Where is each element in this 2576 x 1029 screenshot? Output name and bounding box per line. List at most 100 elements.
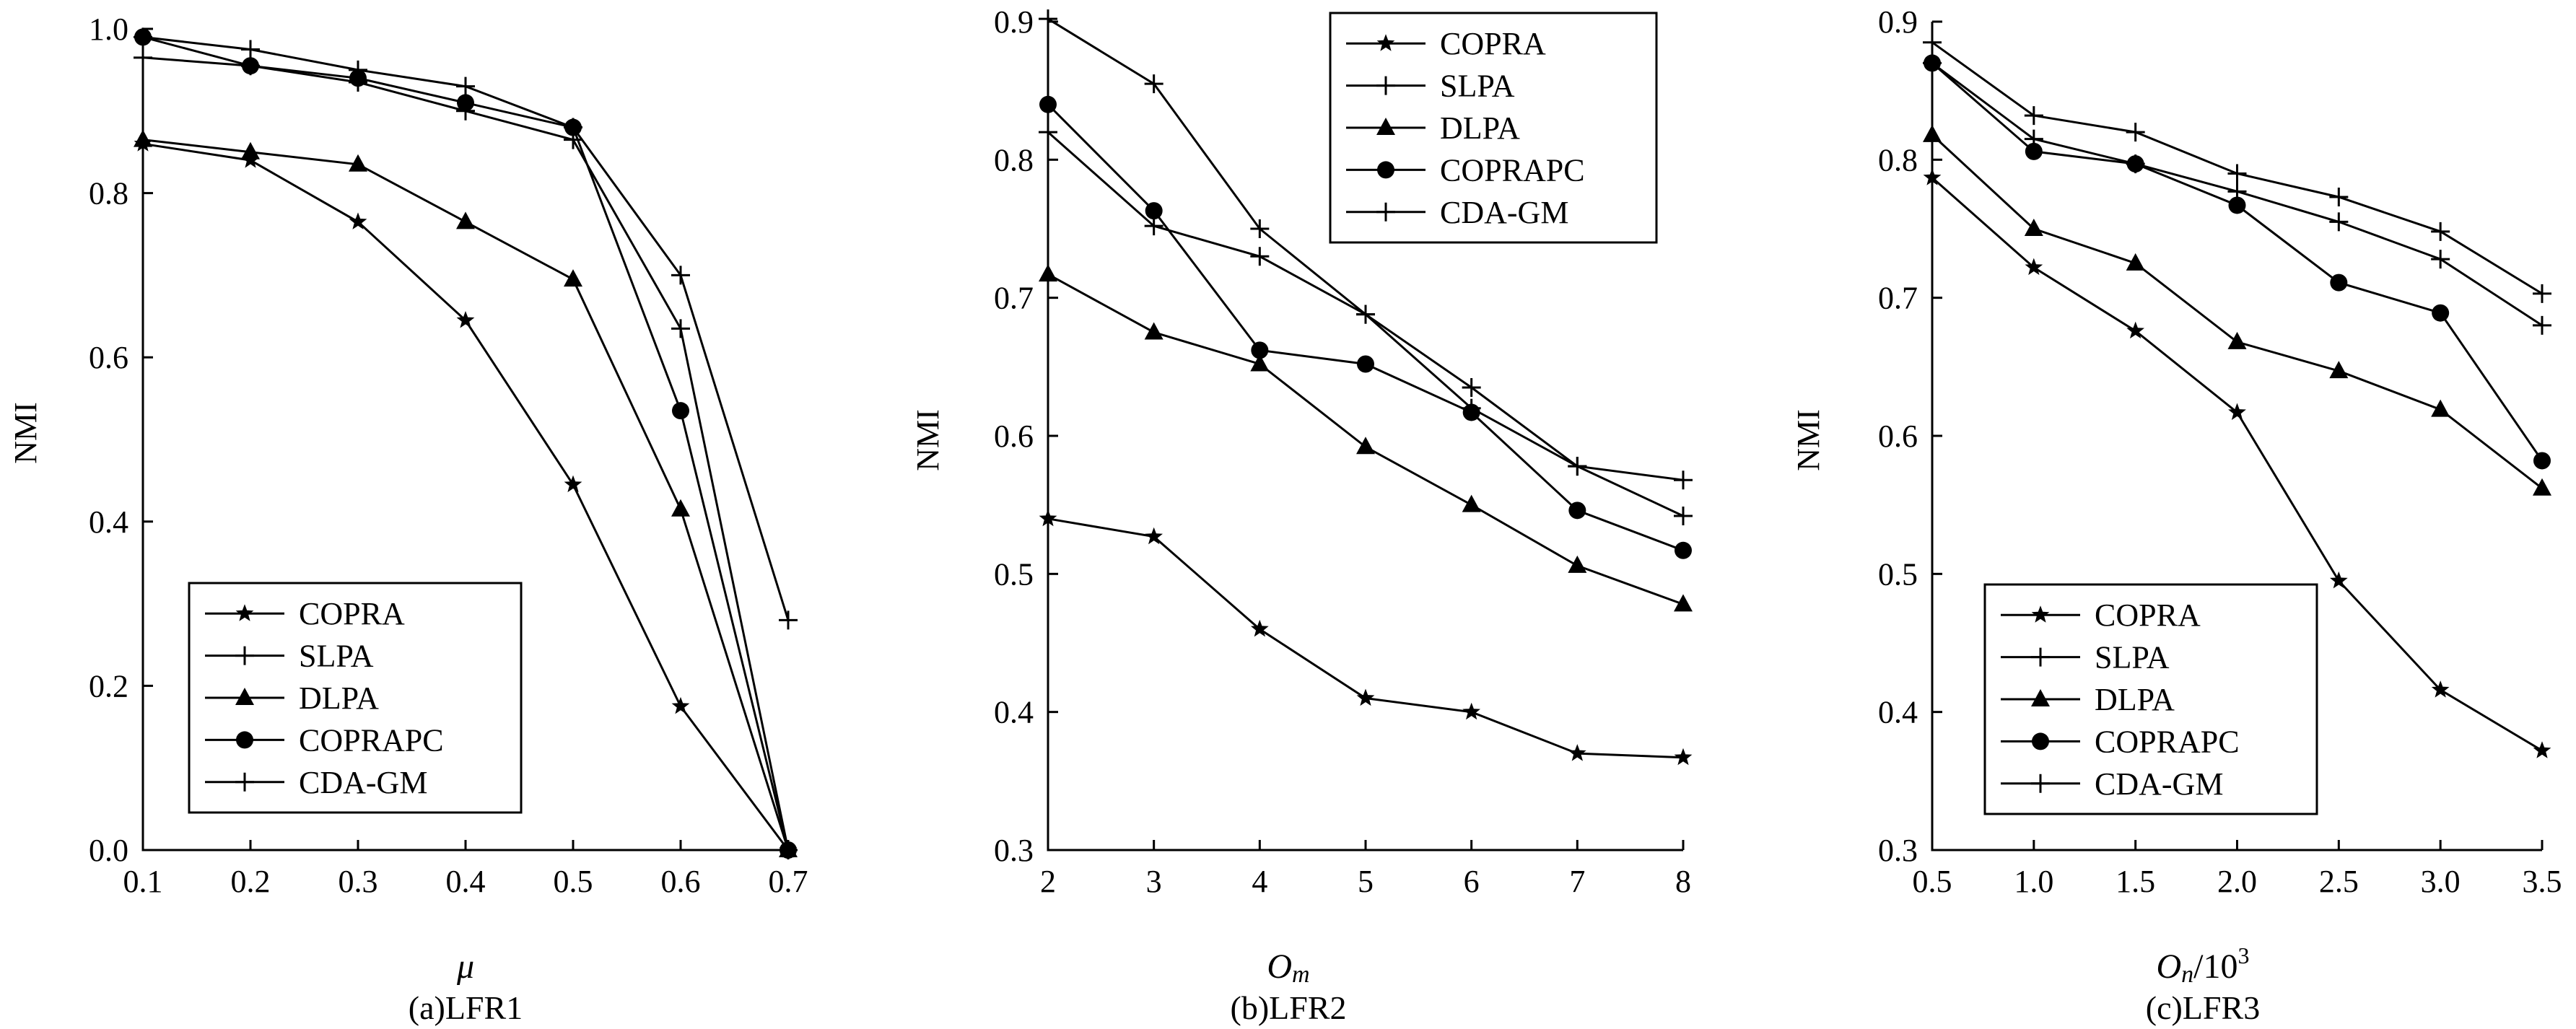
data-point (1462, 702, 1480, 720)
legend-label: COPRA (2095, 597, 2201, 633)
data-point (671, 499, 690, 517)
x-tick-label: 7 (1569, 864, 1585, 899)
x-tick-label: 3 (1146, 864, 1162, 899)
data-point (1675, 541, 1692, 559)
x-tick-label: 0.2 (231, 864, 271, 899)
legend-label: SLPA (2095, 640, 2170, 675)
y-tick-label: 0.5 (1878, 556, 1918, 592)
data-point (1568, 744, 1586, 761)
data-point (1568, 502, 1586, 520)
data-point (1039, 264, 1057, 282)
y-axis-label: NMI (910, 409, 946, 471)
legend-marker (1376, 202, 1395, 222)
data-point (349, 154, 367, 172)
data-point (671, 696, 690, 714)
legend-label: SLPA (1440, 69, 1515, 104)
data-point (456, 76, 475, 96)
data-point (2329, 361, 2349, 379)
data-point (1357, 355, 1374, 373)
legend-marker (235, 646, 254, 665)
data-point (2330, 571, 2348, 589)
x-tick-label: 0.3 (339, 864, 378, 899)
panel-caption: (b)LFR2 (1231, 989, 1347, 1026)
data-point (1923, 32, 1942, 52)
legend-marker (1376, 118, 1395, 135)
data-point (1039, 95, 1057, 113)
chart-panel-lfr3: NMI On/103 (c)LFR3 0.5 1.0 1.5 2.0 2.5 3.0 3.5… (1791, 4, 2562, 1026)
chart-panel-lfr1: NMI μ (a)LFR1 0.1 0.2 0.3 0.4 0.5 0.6 0.7 0.0 0.… (8, 12, 808, 1026)
data-point (241, 40, 260, 59)
data-point (2533, 741, 2551, 758)
legend: COPRA SLPA DLPA COPRAPC CDA-GM (188, 582, 523, 814)
data-point (2227, 331, 2247, 349)
y-tick-label: 0.3 (1878, 833, 1918, 868)
y-tick-label: 0.3 (994, 833, 1034, 868)
x-tick-label: 2 (1040, 864, 1056, 899)
legend-label: COPRA (1440, 26, 1546, 61)
x-tick-label: 0.5 (1913, 864, 1952, 899)
legend-label: COPRAPC (2095, 724, 2240, 759)
x-tick-label: 0.5 (554, 864, 593, 899)
data-point (2024, 219, 2043, 236)
data-point (2533, 284, 2551, 303)
data-point (2024, 106, 2043, 126)
x-axis-label: Om (1267, 947, 1309, 988)
data-point (2126, 253, 2145, 271)
legend-marker (2031, 605, 2050, 623)
data-point (2126, 123, 2145, 142)
series-line (1931, 62, 2544, 462)
data-point (2431, 222, 2450, 241)
data-point (1251, 341, 1269, 359)
y-tick-label: 0.9 (1878, 4, 1918, 40)
legend-label: CDA-GM (299, 765, 427, 800)
x-axis-label: On/103 (2156, 942, 2249, 988)
legend-marker (235, 688, 254, 705)
data-point (780, 841, 797, 859)
series-copra (1039, 509, 1693, 766)
data-point (1674, 748, 1693, 766)
legend-marker (2031, 689, 2050, 706)
data-point (779, 610, 798, 630)
data-point (1144, 322, 1163, 340)
series-coprapc (1924, 54, 2551, 470)
data-point (1462, 494, 1481, 512)
series-coprapc (1039, 95, 1692, 559)
legend-marker (1376, 34, 1395, 51)
legend-label: DLPA (299, 680, 379, 716)
y-tick-label: 0.6 (89, 340, 128, 375)
series-dlpa (134, 129, 798, 857)
data-point (564, 118, 582, 137)
data-point (2431, 250, 2450, 269)
data-point (1923, 168, 1942, 185)
legend-label: DLPA (1440, 110, 1520, 146)
legend-label: COPRA (299, 596, 405, 631)
x-tick-label: 2.5 (2319, 864, 2359, 899)
legend-marker (2031, 774, 2050, 793)
data-point (2228, 196, 2246, 214)
y-tick-label: 0.8 (89, 176, 128, 211)
data-point (671, 266, 690, 285)
y-tick-label: 0.9 (994, 4, 1034, 40)
x-tick-label: 0.1 (123, 864, 163, 899)
series-line (142, 35, 790, 621)
data-point (2126, 321, 2144, 339)
x-tick-label: 5 (1358, 864, 1374, 899)
x-tick-label: 0.6 (661, 864, 701, 899)
y-axis-label: NMI (1791, 409, 1826, 471)
data-point (1568, 457, 1587, 476)
data-point (1039, 123, 1057, 142)
data-point (456, 311, 475, 328)
legend: COPRA SLPA DLPA COPRAPC CDA-GM (1329, 12, 1658, 244)
y-tick-label: 0.7 (994, 281, 1034, 316)
data-point (564, 269, 582, 287)
data-point (1251, 619, 1269, 637)
legend: COPRA SLPA DLPA COPRAPC CDA-GM (1983, 583, 2318, 815)
data-point (1568, 555, 1587, 573)
y-tick-label: 0.4 (89, 504, 128, 540)
legend-label: COPRAPC (299, 722, 444, 758)
data-point (1145, 527, 1163, 545)
data-point (1039, 9, 1057, 29)
legend-marker (1377, 161, 1394, 179)
x-axis-label-rest: /10 (2193, 947, 2237, 986)
